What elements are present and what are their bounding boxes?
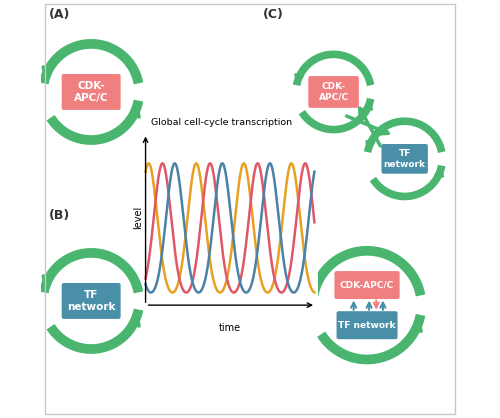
FancyBboxPatch shape	[380, 143, 429, 175]
Text: Global cell-cycle transcription: Global cell-cycle transcription	[151, 118, 292, 127]
Text: CDK-
APC/C: CDK- APC/C	[318, 82, 348, 102]
FancyBboxPatch shape	[336, 310, 398, 340]
Text: (C): (C)	[262, 8, 283, 21]
Text: (B): (B)	[50, 209, 70, 222]
Text: TF network: TF network	[338, 321, 396, 330]
FancyBboxPatch shape	[60, 282, 122, 320]
Text: level: level	[133, 206, 143, 229]
FancyBboxPatch shape	[308, 75, 360, 109]
FancyBboxPatch shape	[334, 270, 400, 300]
Text: time: time	[219, 323, 241, 333]
Text: CDK-APC/C: CDK-APC/C	[340, 280, 394, 290]
Text: (D): (D)	[262, 209, 284, 222]
Text: CDK-
APC/C: CDK- APC/C	[74, 81, 108, 103]
Text: TF
network: TF network	[384, 149, 426, 168]
FancyBboxPatch shape	[60, 73, 122, 111]
Text: (A): (A)	[50, 8, 70, 21]
Text: TF
network: TF network	[67, 290, 116, 312]
